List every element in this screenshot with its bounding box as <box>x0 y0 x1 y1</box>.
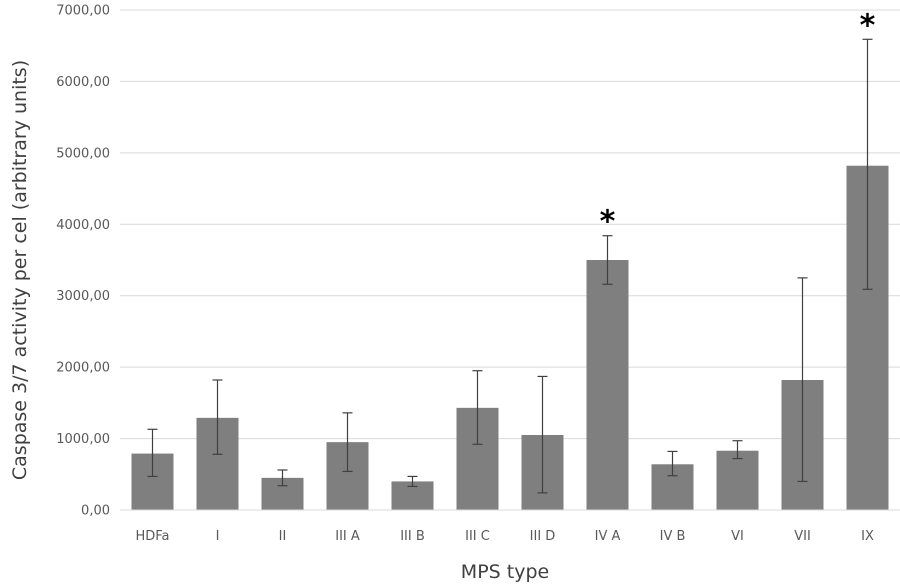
x-tick-label: VI <box>731 529 744 544</box>
significance-star: * <box>600 205 616 240</box>
error-bar <box>277 469 288 487</box>
error-bar <box>797 277 808 483</box>
error-bar <box>147 428 158 478</box>
x-tick-label: II <box>279 529 287 544</box>
x-tick-label: IV B <box>660 529 686 544</box>
y-tick-label: 4000,00 <box>56 218 110 233</box>
x-tick-label: HDFa <box>135 529 169 544</box>
bar <box>586 260 629 510</box>
gridlines <box>120 9 900 440</box>
y-tick-label: 0,00 <box>81 504 110 519</box>
x-tick-label: VII <box>794 529 811 544</box>
error-bar <box>212 379 223 455</box>
error-bar <box>407 475 418 488</box>
x-tick-label: III A <box>335 529 360 544</box>
y-tick-label: 1000,00 <box>56 432 110 447</box>
y-tick-label: 2000,00 <box>56 361 110 376</box>
error-bar <box>472 370 483 445</box>
error-bar <box>667 450 678 477</box>
x-axis-title: MPS type <box>461 561 549 583</box>
x-tick-label: III B <box>400 529 425 544</box>
bar <box>716 450 759 510</box>
y-tick-label: 3000,00 <box>56 289 110 304</box>
y-tick-label: 5000,00 <box>56 146 110 161</box>
error-bars <box>147 38 873 494</box>
y-axis-title: Caspase 3/7 activity per cel (arbitrary … <box>9 60 31 480</box>
bars <box>131 165 889 510</box>
error-bar <box>862 38 873 290</box>
x-tick-label: IV A <box>595 529 621 544</box>
x-tick-label: III C <box>465 529 490 544</box>
x-tick-label: IX <box>861 529 874 544</box>
error-bar <box>602 235 613 285</box>
error-bar <box>732 440 743 460</box>
error-bar <box>342 412 353 473</box>
y-tick-label: 6000,00 <box>56 75 110 90</box>
x-tick-label: III D <box>530 529 556 544</box>
x-axis-ticks: HDFa I II III A III B III C III D IV A IV B VI VII… <box>135 529 873 544</box>
significance-star: * <box>860 8 876 43</box>
error-bar <box>537 375 548 494</box>
y-axis-ticks: 0,00 1000,00 2000,00 3000,00 4000,00 5000,00 6… <box>56 4 110 519</box>
y-tick-label: 7000,00 <box>56 4 110 19</box>
x-tick-label: I <box>216 529 220 544</box>
significance-markers: ** <box>600 8 876 239</box>
